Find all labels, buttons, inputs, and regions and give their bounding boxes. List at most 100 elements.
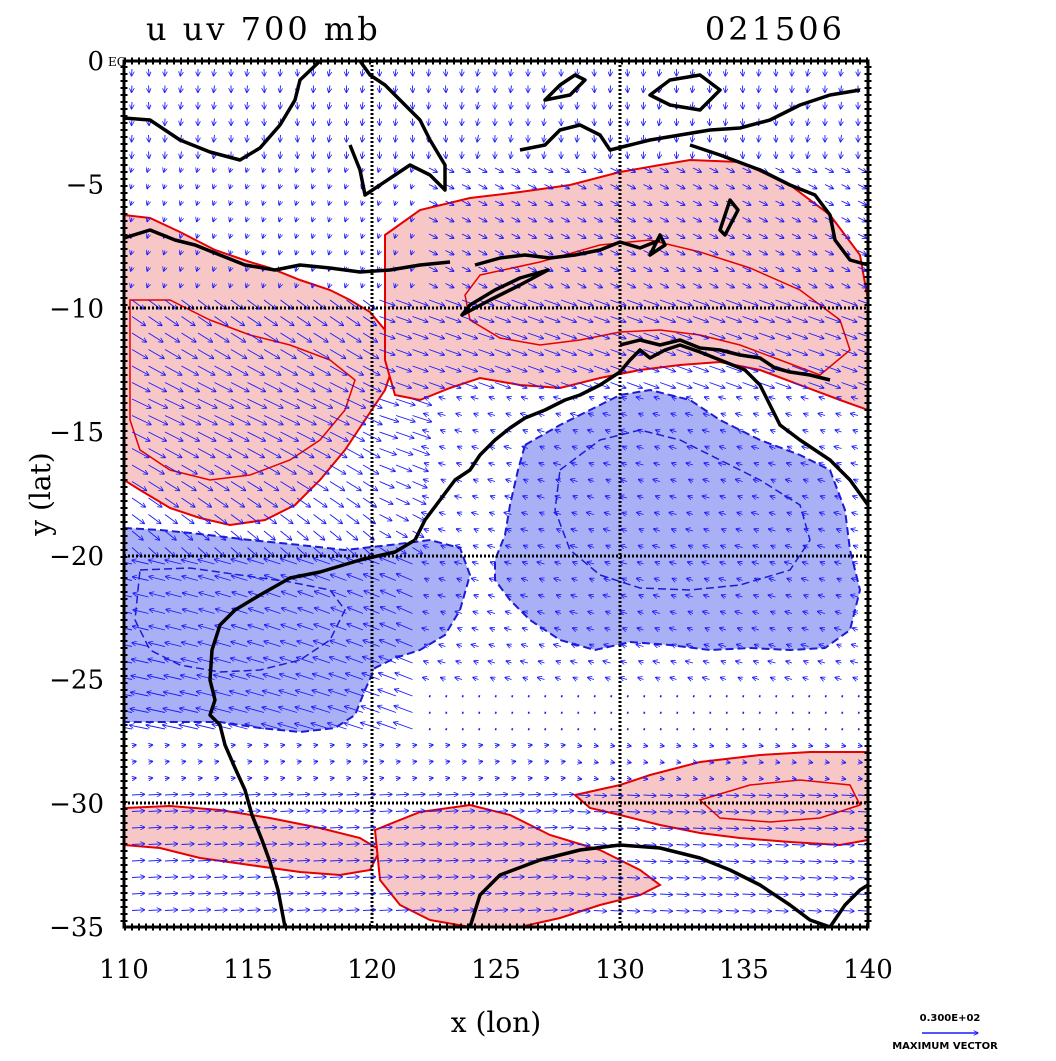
wind-vector	[787, 446, 792, 448]
wind-vector	[347, 465, 363, 474]
wind-vector	[771, 677, 776, 679]
wind-vector	[610, 135, 611, 142]
wind-vector	[446, 745, 450, 746]
wind-vector	[611, 779, 615, 780]
vector-legend-label: MAXIMUM VECTOR	[892, 1041, 998, 1052]
wind-vector	[627, 861, 640, 862]
wind-vector	[627, 746, 631, 747]
wind-vector	[429, 778, 433, 779]
wind-vector	[330, 531, 341, 540]
wind-vector	[378, 284, 379, 288]
wind-vector	[396, 399, 415, 405]
wind-vector	[198, 877, 211, 878]
wind-vector	[594, 762, 598, 763]
wind-vector	[693, 746, 697, 747]
wind-vector	[809, 746, 813, 747]
wind-vector	[512, 778, 516, 779]
wind-vector	[474, 529, 478, 531]
wind-vector	[776, 86, 777, 93]
wind-vector	[660, 713, 662, 714]
wind-vector	[677, 713, 679, 714]
wind-vector	[555, 677, 561, 679]
wind-vector	[488, 661, 495, 663]
wind-vector	[314, 498, 327, 507]
wind-vector	[594, 713, 596, 714]
wind-vector	[149, 778, 153, 779]
wind-vector	[743, 746, 747, 747]
wind-vector	[528, 168, 536, 172]
wind-vector	[472, 512, 479, 514]
wind-vector	[345, 201, 346, 205]
wind-vector	[659, 119, 660, 126]
wind-vector	[594, 69, 595, 76]
wind-vector	[279, 218, 280, 222]
y-tick-label: −15	[49, 418, 104, 448]
wind-vector	[545, 794, 558, 795]
wind-vector	[776, 69, 777, 76]
wind-vector	[639, 661, 644, 663]
wind-vector	[825, 201, 833, 205]
wind-vector	[792, 845, 805, 846]
wind-vector	[725, 135, 726, 142]
wind-vector	[394, 722, 413, 729]
wind-vector	[610, 102, 611, 109]
wind-vector	[472, 446, 479, 448]
wind-vector	[660, 894, 673, 895]
wind-vector	[693, 366, 708, 372]
wind-vector	[842, 861, 855, 862]
wind-vector	[737, 397, 743, 399]
wind-vector	[611, 762, 615, 763]
y-tick-label: −35	[49, 913, 104, 943]
wind-vector	[280, 69, 281, 76]
wind-vector	[132, 498, 145, 507]
wind-vector	[422, 496, 429, 498]
wind-vector	[395, 86, 396, 93]
wind-vector	[544, 102, 545, 109]
wind-vector	[380, 778, 384, 779]
wind-vector	[396, 498, 409, 504]
wind-vector	[743, 861, 756, 862]
plot-area	[113, 61, 873, 927]
wind-vector	[413, 465, 429, 471]
wind-vector	[312, 201, 313, 205]
wind-vector	[296, 168, 297, 172]
wind-vector	[611, 383, 626, 389]
wind-vector	[132, 860, 145, 861]
wind-vector	[281, 794, 294, 795]
wind-vector	[495, 729, 497, 730]
wind-vector	[520, 661, 528, 663]
wind-vector	[396, 432, 414, 438]
wind-vector	[743, 696, 745, 697]
wind-vector	[803, 430, 809, 432]
wind-vector	[215, 877, 228, 878]
wind-vector	[495, 778, 499, 779]
wind-vector	[396, 531, 407, 537]
wind-vector	[378, 689, 396, 696]
wind-vector	[362, 152, 363, 159]
wind-vector	[858, 713, 860, 714]
wind-vector	[132, 910, 145, 911]
wind-vector	[165, 745, 169, 746]
wind-vector	[363, 910, 376, 911]
wind-vector	[488, 479, 495, 481]
wind-vector	[611, 828, 624, 829]
wind-vector	[759, 746, 763, 747]
wind-vector	[330, 893, 343, 894]
wind-vector	[329, 152, 330, 159]
wind-vector	[801, 397, 808, 399]
wind-vector	[281, 811, 294, 812]
wind-vector	[594, 86, 595, 93]
wind-vector	[571, 661, 578, 663]
wind-vector	[594, 696, 596, 697]
wind-vector	[488, 611, 496, 613]
wind-vector	[693, 696, 695, 697]
wind-vector	[413, 778, 417, 779]
wind-vector	[314, 778, 318, 779]
wind-vector	[395, 673, 413, 680]
wind-vector	[231, 811, 244, 812]
wind-vector	[725, 102, 726, 109]
wind-vector	[363, 498, 376, 507]
wind-vector	[809, 861, 822, 862]
wind-vector	[677, 696, 679, 697]
wind-vector	[504, 446, 511, 448]
